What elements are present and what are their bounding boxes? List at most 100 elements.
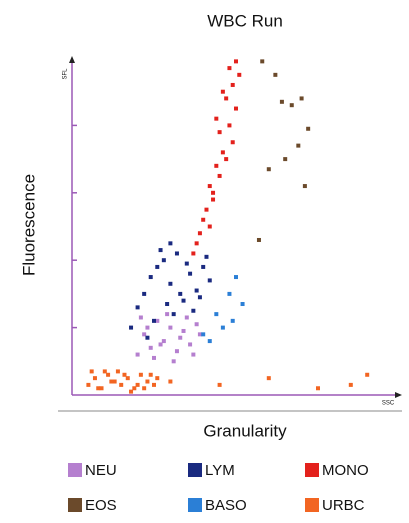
legend-swatch [305, 463, 319, 477]
point [296, 143, 301, 148]
point [135, 352, 140, 357]
point [217, 130, 222, 135]
point [289, 103, 294, 108]
point [217, 382, 222, 387]
point [237, 72, 242, 77]
point [178, 291, 183, 296]
point [273, 72, 278, 77]
legend-swatch [188, 463, 202, 477]
point [148, 275, 153, 280]
x-axis-label: Granularity [203, 421, 287, 440]
point [92, 376, 97, 381]
point [220, 89, 225, 94]
point [188, 271, 193, 276]
point [234, 59, 238, 64]
point [191, 352, 196, 357]
point [184, 315, 189, 320]
point [234, 275, 238, 280]
point [214, 163, 219, 168]
point [171, 312, 176, 317]
point [201, 264, 206, 269]
point [145, 325, 150, 330]
point [197, 295, 202, 300]
point [171, 359, 176, 364]
chart-title: WBC Run [207, 11, 283, 30]
point [112, 379, 117, 384]
point [129, 325, 134, 330]
point [86, 382, 91, 387]
point [227, 291, 232, 296]
x-axis-code: SSC [382, 401, 395, 407]
point [161, 339, 166, 344]
point [194, 288, 199, 293]
point [181, 298, 186, 303]
point [194, 322, 199, 327]
point [181, 328, 186, 333]
point [188, 342, 193, 347]
point [204, 254, 209, 259]
point [348, 382, 353, 387]
point [152, 318, 156, 323]
point [306, 126, 311, 131]
point [132, 386, 137, 391]
point [168, 379, 173, 384]
point [89, 369, 94, 374]
point [174, 251, 179, 256]
point [102, 369, 107, 374]
point [109, 379, 114, 384]
point [201, 332, 206, 337]
point [122, 372, 127, 377]
point [227, 66, 232, 71]
legend-label: BASO [205, 497, 247, 514]
point [256, 237, 261, 242]
point [148, 372, 153, 377]
point [96, 386, 101, 391]
point [165, 312, 170, 317]
point [168, 325, 173, 330]
point [204, 207, 209, 212]
legend-swatch [305, 498, 319, 512]
legend-swatch [68, 463, 82, 477]
point [220, 325, 225, 330]
point [230, 318, 235, 323]
point [155, 318, 160, 323]
point [168, 281, 173, 286]
point [152, 355, 156, 360]
point [211, 197, 216, 202]
point [207, 224, 212, 229]
point [211, 190, 216, 195]
point [279, 99, 284, 104]
point [148, 345, 153, 350]
legend-swatch [188, 498, 202, 512]
y-axis-arrow [69, 56, 75, 63]
point [178, 335, 183, 340]
point [138, 372, 143, 377]
point [260, 59, 265, 64]
point [365, 372, 370, 377]
y-axis-code: SFL [63, 68, 69, 80]
legend-swatch [68, 498, 82, 512]
point [125, 376, 130, 381]
point [230, 82, 235, 87]
point [145, 335, 150, 340]
point [161, 258, 166, 263]
point [106, 372, 111, 377]
point [115, 369, 120, 374]
point [194, 241, 199, 246]
point [207, 184, 212, 189]
legend-label: URBC [322, 497, 365, 514]
point [99, 386, 104, 391]
point [191, 251, 196, 256]
point [155, 376, 160, 381]
legend-label: NEU [85, 462, 117, 479]
point [155, 264, 160, 269]
legend-label: EOS [85, 497, 117, 514]
point [283, 157, 288, 162]
point [227, 123, 232, 128]
point [214, 116, 219, 121]
point [197, 231, 202, 236]
legend-label: LYM [205, 462, 235, 479]
y-axis-label: Fluorescence [19, 174, 38, 276]
point [201, 217, 206, 222]
